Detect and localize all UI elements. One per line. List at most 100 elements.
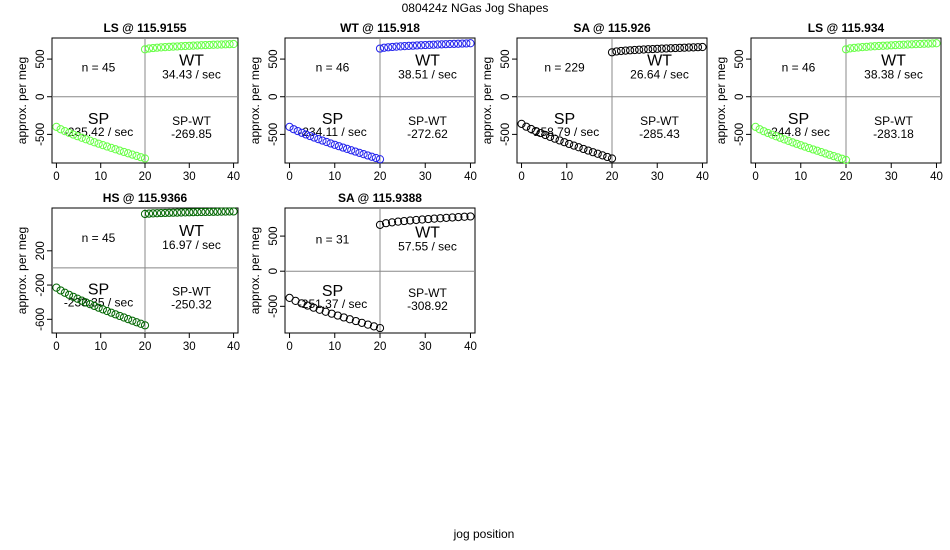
data-point [462,39,471,48]
data-point [132,318,141,327]
data-point [124,315,133,324]
data-point [375,44,385,53]
data-point [136,153,145,162]
data-point [148,43,158,53]
chart-panel: SA @ 115.9388 0 10 20 30 40 500 0 -500 approx. pe… [248,191,477,353]
y-axis-label: approx. per meg [248,57,262,144]
data-point [920,39,929,48]
data-point [86,300,95,309]
wt-label: WT [179,223,204,240]
chart-panel: WT @ 115.918 0 10 20 30 40 500 0 -500 approx. per… [248,21,477,183]
chart-panel: SA @ 115.926 0 10 20 30 40 500 0 -500 approx. per… [480,21,709,183]
data-point [338,143,348,152]
data-point [217,207,226,216]
data-point [140,154,150,163]
data-point [639,45,648,54]
data-point [911,40,921,49]
data-point [363,320,373,329]
count-label: n = 46 [316,60,350,74]
y-tick-label: -600 [35,308,47,331]
y-axis-label: approx. per meg [714,57,728,144]
x-tick-label: 40 [930,171,943,183]
data-point [140,45,150,54]
diff-value: -250.32 [171,297,212,311]
data-point [327,309,336,318]
data-point [225,40,234,49]
data-point [449,39,459,48]
count-label: n = 46 [782,60,816,74]
data-point [293,126,302,136]
data-point [437,40,446,49]
data-point [531,126,540,136]
y-tick-label: -500 [268,295,280,318]
data-point [309,303,318,312]
data-point [522,122,531,131]
wt-rate: 38.51 / sec [398,67,457,81]
data-point [780,135,789,144]
data-point [157,208,166,218]
data-point [854,43,863,52]
data-point [460,212,469,221]
data-point [792,139,801,148]
data-point [205,40,214,50]
data-point [825,150,834,159]
data-point [574,143,583,152]
data-point [322,137,331,147]
data-point [621,46,630,55]
data-point [369,322,379,331]
data-point [177,208,186,217]
data-point [588,148,598,157]
data-point [598,151,607,160]
wt-rate: 57.55 / sec [398,240,457,254]
data-point [657,44,666,53]
y-tick-label: 200 [35,241,47,260]
data-point [213,207,222,216]
diff-label: SP-WT [408,286,447,300]
data-point [430,214,439,223]
x-tick-label: 30 [651,171,664,183]
sp-label: SP [554,111,575,128]
x-tick-label: 0 [53,341,59,353]
data-point [392,42,401,51]
data-point [69,130,78,139]
diff-label: SP-WT [640,114,679,128]
data-point [213,40,222,49]
data-point [315,305,324,314]
data-point [915,39,925,49]
data-point [98,141,107,150]
y-tick-label: 0 [734,94,746,100]
data-point [102,142,112,151]
data-point [680,43,689,52]
x-tick-label: 20 [840,171,853,183]
data-point [140,209,150,219]
data-point [821,149,830,158]
data-point [445,39,455,49]
data-point [829,152,838,161]
chart-panels: LS @ 115.9155 0 10 20 30 40 500 0 -500 approx. pe… [15,21,943,353]
data-point [751,122,760,131]
data-point [209,40,218,49]
data-point [837,154,846,163]
data-point [813,146,822,155]
data-point [899,40,908,49]
x-tick-label: 10 [328,341,341,353]
data-point [229,207,238,216]
y-tick-label: 500 [35,49,47,68]
diff-value: -269.85 [171,127,212,141]
data-point [115,311,124,321]
data-point [73,132,82,141]
y-tick-label: -500 [500,123,512,146]
data-point [612,47,621,56]
data-point [625,46,635,55]
data-point [767,130,777,139]
data-point [429,40,438,49]
x-axis-label: jog position [453,527,515,541]
data-point [64,128,74,138]
data-point [132,151,141,161]
data-point [144,209,154,218]
panel-title: LS @ 115.9155 [103,21,186,35]
data-point [412,41,422,50]
y-tick-label: 500 [268,226,280,245]
data-point [73,294,82,303]
